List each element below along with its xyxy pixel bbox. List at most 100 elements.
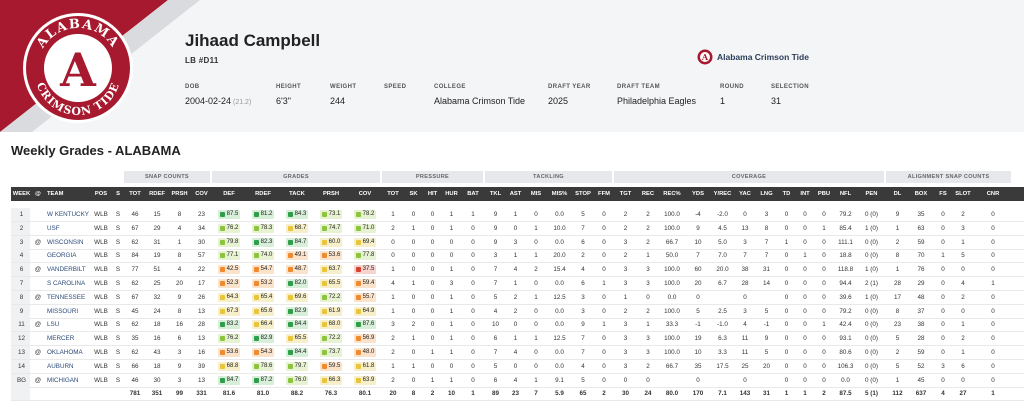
cell-y-rec	[711, 291, 734, 304]
column-header-int[interactable]: INT	[800, 191, 810, 197]
column-header-mis[interactable]: MIS	[530, 191, 542, 197]
grade-badge: 76.2	[217, 334, 241, 344]
column-header-yds[interactable]: YDS	[692, 191, 704, 197]
column-header-tack[interactable]: TACK	[289, 191, 305, 197]
cell-slot: 0	[961, 307, 965, 315]
cell-team[interactable]: OKLAHOMA	[47, 349, 83, 356]
column-header-rdef[interactable]: RDEF	[255, 191, 271, 197]
column-header-sk[interactable]: SK	[409, 191, 418, 197]
table-row[interactable]: 2 USF WLB S 67 29 4 34 76.2 78.3 68.7 74.7 71.0 2 1 0 1 0…	[11, 221, 1024, 235]
column-header-stop[interactable]: STOP	[575, 191, 591, 197]
column-header-tot[interactable]: TOT	[129, 191, 141, 197]
cell-tkl: 6	[493, 335, 498, 343]
cell-bat: 0	[471, 266, 475, 274]
column-header-tgt[interactable]: TGT	[619, 191, 632, 197]
grade-color-chip	[321, 253, 327, 259]
column-header-box[interactable]: BOX	[914, 191, 928, 197]
cell-team[interactable]: USF	[47, 224, 60, 232]
cell-team[interactable]: GEORGIA	[47, 252, 77, 260]
column-header-td[interactable]: TD	[782, 191, 791, 197]
table-row[interactable]: 9 MISSOURI WLB S 45 24 8 13 67.3 65.6 82.9 61.9 64.9…	[11, 304, 1024, 318]
column-header-cnr[interactable]: CNR	[986, 191, 1000, 197]
column-header-fs[interactable]: FS	[939, 191, 947, 197]
column-header-yac[interactable]: YAC	[739, 191, 751, 197]
grade-badge: 53.6	[319, 251, 343, 261]
column-header-cov[interactable]: COV	[195, 191, 208, 197]
cell-grade-def: 76.2	[212, 222, 246, 235]
cell-team[interactable]: LSU	[47, 321, 60, 329]
grade-badge: 61.9	[319, 306, 343, 316]
grade-badge: 69.4	[353, 237, 377, 247]
column-header-tkl[interactable]: TKL	[489, 191, 502, 197]
column-header-mis-[interactable]: MIS%	[551, 191, 568, 197]
table-row[interactable]: 13 @ OKLAHOMA WLB S 62 43 3 16 53.6 54.3 84.4 73.7 48…	[11, 346, 1024, 359]
column-header-bat[interactable]: BAT	[467, 191, 479, 197]
column-header-lng[interactable]: LNG	[760, 191, 773, 197]
column-header-ffm[interactable]: FFM	[598, 191, 610, 197]
column-header-pos[interactable]: POS	[94, 191, 108, 197]
column-header-tot[interactable]: TOT	[387, 191, 399, 197]
column-header-hur[interactable]: HUR	[445, 191, 458, 197]
column-header-nfl[interactable]: NFL	[839, 191, 852, 197]
table-row[interactable]: 8 @ TENNESSEE WLB S 67 32 9 26 64.3 65.4 69.6 72.2 55…	[11, 290, 1024, 304]
cell-nfl: 80.6	[839, 349, 852, 356]
grade-badge: 74.0	[251, 251, 275, 261]
column-header-prsh[interactable]: PRSH	[171, 191, 188, 197]
column-header-cov[interactable]: COV	[358, 191, 372, 197]
team-link[interactable]: A Alabama Crimson Tide	[697, 49, 809, 65]
cell-dl: 28	[893, 280, 901, 287]
cell-grade-cov: 77.8	[348, 249, 382, 262]
column-header-rec[interactable]: REC	[641, 191, 655, 197]
cell-cnr: 0	[991, 238, 995, 246]
grade-badge: 67.3	[217, 306, 241, 316]
cell-team[interactable]: MICHIGAN	[47, 376, 79, 384]
column-header-def[interactable]: DEF	[223, 191, 235, 197]
team-link-label[interactable]: Alabama Crimson Tide	[717, 52, 809, 62]
cell-snap-cov: 57	[197, 252, 205, 260]
table-row[interactable]: 6 @ VANDERBILT WLB S 77 51 4 22 42.5 54.7 48.7 63.7 3…	[11, 263, 1024, 277]
cell-team[interactable]: S CAROLINA	[47, 280, 86, 287]
cell-team[interactable]: WISCONSIN	[47, 238, 84, 246]
cell-team[interactable]: VANDERBILT	[47, 266, 86, 274]
column-header-pbu[interactable]: PBU	[817, 191, 831, 197]
cell-team[interactable]: W KENTUCKY	[47, 211, 89, 218]
cell-week: 3	[19, 238, 24, 246]
column-header-rec-[interactable]: REC%	[663, 191, 681, 197]
column-header-rdef[interactable]: RDEF	[149, 191, 165, 197]
grade-color-chip	[287, 294, 293, 300]
table-row[interactable]: 3 @ WISCONSIN WLB S 62 31 1 30 79.8 82.3 84.7 60.0 69…	[11, 235, 1024, 249]
column-header-ast[interactable]: AST	[509, 191, 522, 197]
column-header--[interactable]: @	[35, 191, 41, 197]
column-header-dl[interactable]: DL	[893, 191, 902, 197]
cell-team[interactable]: MISSOURI	[47, 307, 79, 315]
column-header-team[interactable]: TEAM	[47, 191, 64, 197]
column-header-hit[interactable]: HIT	[427, 191, 438, 197]
table-row[interactable]: 11 @ LSU WLB S 62 18 16 28 83.2 66.4 84.4 68.0 87.6 3 2…	[11, 318, 1024, 332]
grade-badge: 73.7	[319, 348, 343, 357]
cell-pbu: 0	[822, 211, 826, 218]
column-header-pen[interactable]: PEN	[865, 191, 878, 197]
column-header-slot[interactable]: SLOT	[955, 191, 971, 197]
cell-team[interactable]: MERCER	[47, 335, 75, 343]
grade-badge: 48.7	[285, 265, 309, 275]
cell-grade-def: 87.5	[212, 208, 246, 221]
table-row[interactable]: 12 MERCER WLB S 35 16 6 13 76.2 82.9 65.5 72.2 56.9 2…	[11, 332, 1024, 346]
column-header-s[interactable]: S	[116, 191, 120, 197]
week-cell-bg	[11, 221, 30, 235]
cell-ffm: 2	[602, 390, 606, 398]
cell-yds: 10	[694, 238, 702, 246]
cell-nfl: 106.3	[837, 362, 854, 370]
table-row[interactable]: 14 AUBURN WLB S 66 18 9 39 68.8 78.6 79.7 59.5 61.8 1…	[11, 359, 1024, 373]
column-header-y-rec[interactable]: Y/REC	[713, 191, 732, 197]
cell-team[interactable]: AUBURN	[47, 362, 74, 370]
table-row[interactable]: BG @ MICHIGAN WLB S 46 30 3 13 84.7 87.2 76.0 66.3 63…	[11, 373, 1024, 387]
table-row[interactable]: 4 GEORGIA WLB S 84 19 8 57 77.1 74.0 49.1 53.6 77.8 0…	[11, 249, 1024, 263]
cell-pen: 1 (0)	[865, 293, 878, 301]
cell-team[interactable]: TENNESSEE	[47, 293, 86, 301]
field-height: HEIGHT 6'3"	[276, 84, 301, 106]
column-header-week[interactable]: WEEK	[12, 191, 31, 197]
column-header-prsh[interactable]: PRSH	[322, 191, 340, 197]
cell-box: 70	[917, 252, 925, 260]
